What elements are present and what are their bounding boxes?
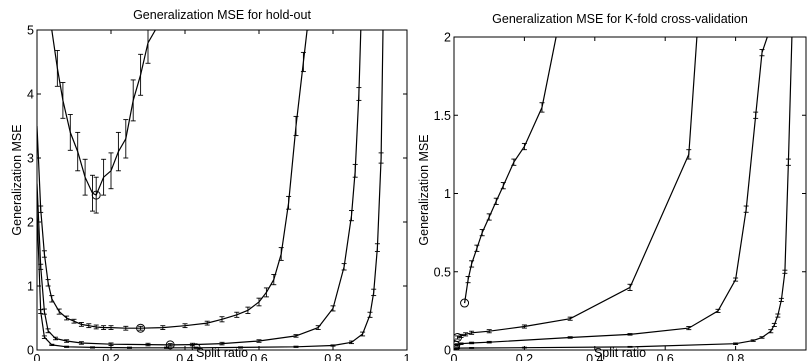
y-tick-label: 5	[27, 24, 34, 38]
x-tick-label: 0.6	[250, 352, 267, 361]
minimum-marker	[165, 340, 175, 350]
y-tick-label: 1	[444, 187, 451, 201]
series-line	[37, 30, 309, 329]
x-tick-label: 0.2	[516, 352, 533, 361]
holdout-chart-ticks: 0 0.2 0.4 0.6 0.8 1 0 1 2 3 4 5	[27, 24, 410, 361]
kfold-chart-plot-area	[454, 37, 793, 350]
x-tick-label: 0.2	[102, 352, 119, 361]
kfold-chart-frame	[453, 36, 807, 351]
kfold-chart-title: Generalization MSE for K-fold cross-vali…	[492, 12, 748, 26]
minimum-marker	[91, 190, 101, 200]
holdout-chart-title: Generalization MSE for hold-out	[133, 8, 311, 22]
x-tick-label: 0.6	[657, 352, 674, 361]
minimum-marker	[191, 343, 201, 350]
x-tick-label: 0.4	[176, 352, 193, 361]
series-line	[455, 37, 768, 346]
x-tick-label: 0	[34, 352, 41, 361]
minimum-marker	[454, 343, 460, 350]
series-line	[37, 30, 384, 349]
x-tick-label: 0.8	[324, 352, 341, 361]
holdout-chart-frame	[36, 29, 408, 351]
y-tick-label: 4	[27, 88, 34, 102]
series-line	[51, 30, 156, 196]
series-line	[457, 37, 698, 339]
y-tick-label: 2	[27, 216, 34, 230]
kfold-chart-ylabel: Generalization MSE	[417, 134, 431, 245]
series-line	[37, 30, 362, 346]
series-line	[454, 37, 793, 349]
y-tick-label: 1	[27, 280, 34, 294]
series-line	[464, 37, 557, 304]
x-tick-label: 0.8	[727, 352, 744, 361]
holdout-chart: Generalization MSE for hold-out Split ra…	[10, 8, 411, 361]
x-tick-label: 0.4	[586, 352, 603, 361]
holdout-chart-ylabel: Generalization MSE	[10, 124, 24, 235]
minimum-marker	[460, 298, 470, 308]
minimum-marker	[136, 323, 146, 333]
kfold-chart-ticks: 0 0.2 0.4 0.6 0.8 0 0.5 1 1.5 2	[434, 31, 806, 361]
y-tick-label: 0	[27, 344, 34, 358]
x-tick-label: 1	[404, 352, 411, 361]
x-tick-label: 0	[451, 352, 458, 361]
holdout-chart-plot-area	[37, 30, 384, 350]
y-tick-label: 2	[444, 31, 451, 45]
y-tick-label: 1.5	[434, 109, 451, 123]
y-tick-label: 0	[444, 344, 451, 358]
kfold-chart: Generalization MSE for K-fold cross-vali…	[417, 12, 807, 361]
y-tick-label: 0.5	[434, 265, 451, 279]
y-tick-label: 3	[27, 152, 34, 166]
